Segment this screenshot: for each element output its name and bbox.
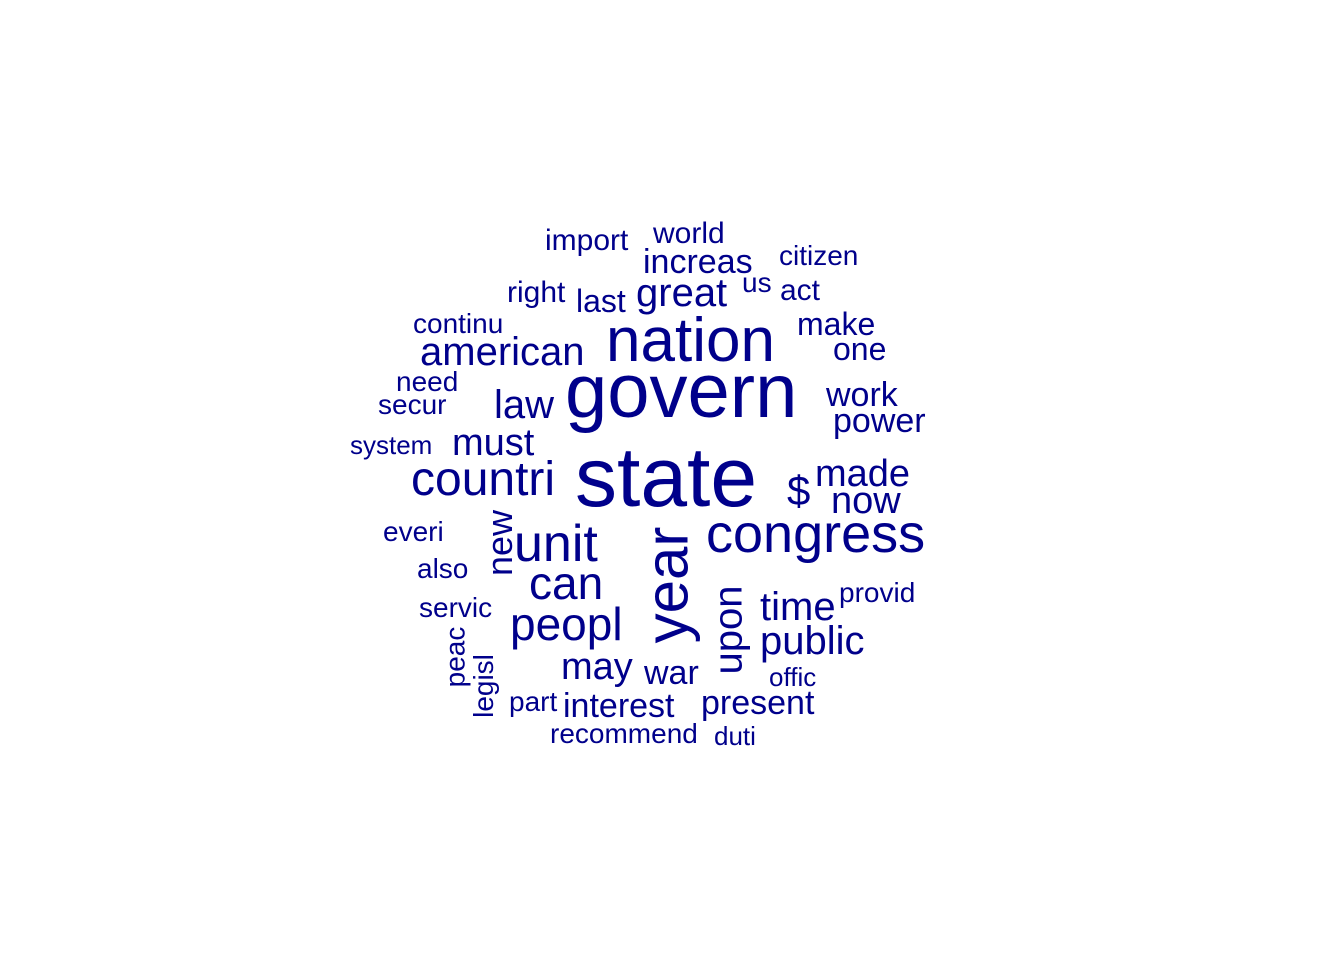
word-new: new: [479, 509, 521, 577]
word-work: work: [826, 376, 898, 414]
word-now: now: [831, 480, 901, 522]
word-must: must: [452, 422, 535, 464]
word-duti: duti: [714, 721, 756, 751]
word-recommend: recommend: [550, 718, 698, 749]
word-american: american: [420, 330, 585, 374]
word-law: law: [494, 383, 555, 427]
word-countri: countri: [411, 453, 556, 506]
word-nation: nation: [606, 306, 775, 375]
word-unit: unit: [514, 515, 598, 573]
word-servic: servic: [419, 592, 493, 623]
word-import: import: [545, 224, 629, 257]
word-power: power: [833, 402, 926, 440]
word-congress: congress: [706, 504, 926, 564]
word-citizen: citizen: [779, 240, 859, 271]
word-part: part: [509, 686, 558, 717]
word-present: present: [701, 684, 815, 722]
word-system: system: [350, 430, 433, 460]
word-need: need: [396, 366, 459, 397]
word-continu: continu: [413, 308, 504, 339]
word-upon: upon: [706, 585, 751, 675]
word-state: state: [575, 430, 758, 524]
word-secur: secur: [378, 389, 447, 420]
word-make: make: [797, 306, 876, 342]
word-govern: govern: [565, 349, 798, 434]
word-dollar: $: [787, 467, 811, 514]
word-legisl: legisl: [467, 654, 499, 718]
word-may: may: [561, 646, 633, 688]
word-right: right: [507, 276, 566, 309]
word-last: last: [576, 283, 626, 319]
word-act: act: [780, 274, 821, 307]
word-us: us: [742, 267, 772, 298]
word-one: one: [833, 331, 887, 367]
word-provid: provid: [839, 577, 916, 608]
word-everi: everi: [383, 516, 444, 547]
word-great: great: [636, 271, 728, 315]
word-public: public: [760, 619, 865, 663]
word-time: time: [760, 585, 836, 629]
word-made: made: [815, 453, 911, 495]
word-war: war: [644, 654, 699, 692]
word-can: can: [529, 557, 604, 609]
word-peopl: peopl: [510, 598, 623, 650]
word-offic: offic: [769, 662, 817, 692]
word-year: year: [633, 526, 701, 644]
word-peac: peac: [439, 626, 471, 688]
word-increas: increas: [643, 243, 753, 281]
word-world: world: [653, 217, 725, 250]
word-also: also: [417, 553, 469, 584]
word-interest: interest: [563, 687, 675, 725]
